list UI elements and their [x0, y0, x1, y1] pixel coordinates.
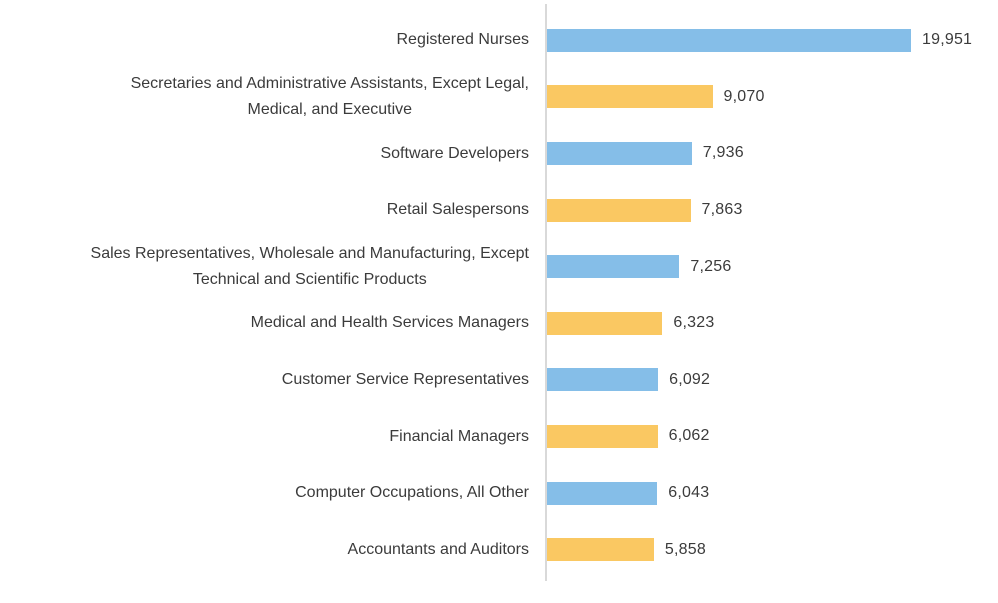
bar-row: Financial Managers 6,062 [0, 408, 998, 465]
value-label: 6,092 [669, 370, 711, 388]
value-label: 7,256 [690, 257, 732, 275]
bar-row: Medical and Health Services Managers 6,3… [0, 295, 998, 352]
category-label: Software Developers [380, 144, 529, 162]
bar-row: Secretaries and Administrative Assistant… [0, 69, 998, 126]
category-label: Retail Salespersons [386, 201, 529, 219]
category-label-cell: Customer Service Representatives [0, 367, 529, 393]
bar[interactable] [547, 85, 713, 109]
bar-cell: 19,951 [529, 28, 998, 52]
category-label-cell: Accountants and Auditors [0, 537, 529, 563]
bar-row: Registered Nurses 19,951 [0, 12, 998, 69]
value-label: 6,043 [668, 484, 710, 502]
category-label: Sales Representatives, Wholesale and Man… [90, 244, 529, 288]
bar-cell: 7,863 [529, 198, 998, 222]
category-label-cell: Sales Representatives, Wholesale and Man… [0, 241, 529, 293]
bar-row: Sales Representatives, Wholesale and Man… [0, 238, 998, 295]
bar-cell: 6,043 [529, 481, 998, 505]
bar[interactable] [547, 424, 658, 448]
bar[interactable] [547, 255, 680, 279]
category-label: Registered Nurses [396, 31, 530, 49]
bar-cell: 7,936 [529, 141, 998, 165]
bar[interactable] [547, 481, 658, 505]
category-label-cell: Computer Occupations, All Other [0, 480, 529, 506]
bar[interactable] [547, 368, 659, 392]
bar-row: Accountants and Auditors 5,858 [0, 521, 998, 578]
bar-cell: 6,092 [529, 368, 998, 392]
bar[interactable] [547, 28, 911, 52]
category-label: Medical and Health Services Managers [250, 314, 529, 332]
bar-row: Retail Salespersons 7,863 [0, 182, 998, 239]
category-label-cell: Financial Managers [0, 424, 529, 450]
category-label-cell: Medical and Health Services Managers [0, 310, 529, 336]
bar-row: Customer Service Representatives 6,092 [0, 352, 998, 409]
bar-cell: 7,256 [529, 255, 998, 279]
bar-rows: Registered Nurses 19,951 Secretaries and… [0, 12, 998, 578]
category-label-cell: Registered Nurses [0, 27, 530, 53]
category-label: Accountants and Auditors [347, 540, 529, 558]
category-label-cell: Secretaries and Administrative Assistant… [0, 71, 529, 123]
y-axis-line [545, 4, 547, 581]
bar[interactable] [547, 311, 663, 335]
category-label: Customer Service Representatives [281, 370, 529, 388]
value-label: 19,951 [922, 31, 973, 49]
category-label: Computer Occupations, All Other [295, 484, 529, 502]
bar-row: Computer Occupations, All Other 6,043 [0, 465, 998, 522]
bar-cell: 6,323 [529, 311, 998, 335]
value-label: 7,863 [701, 201, 743, 219]
bar[interactable] [547, 538, 654, 562]
category-label: Financial Managers [389, 427, 529, 445]
bar-cell: 9,070 [529, 85, 998, 109]
bar[interactable] [547, 198, 691, 222]
value-label: 9,070 [723, 87, 765, 105]
bar-cell: 5,858 [529, 538, 998, 562]
value-label: 6,323 [673, 314, 715, 332]
category-label: Secretaries and Administrative Assistant… [130, 74, 529, 118]
value-label: 5,858 [664, 540, 706, 558]
bar[interactable] [547, 141, 692, 165]
value-label: 7,936 [702, 144, 744, 162]
bar-row: Software Developers 7,936 [0, 125, 998, 182]
bar-cell: 6,062 [529, 424, 998, 448]
category-label-cell: Software Developers [0, 141, 529, 167]
category-label-cell: Retail Salespersons [0, 197, 529, 223]
value-label: 6,062 [668, 427, 710, 445]
